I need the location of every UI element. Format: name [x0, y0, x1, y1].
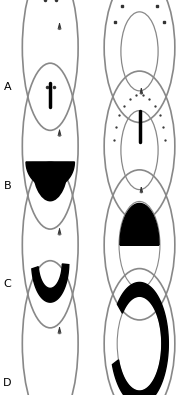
Text: A: A	[4, 82, 11, 92]
Text: B: B	[4, 181, 11, 191]
Text: C: C	[4, 279, 11, 290]
Polygon shape	[32, 264, 69, 302]
Polygon shape	[26, 162, 74, 188]
Polygon shape	[112, 282, 168, 395]
Text: D: D	[3, 378, 12, 388]
Wedge shape	[32, 162, 69, 201]
Polygon shape	[120, 203, 159, 245]
